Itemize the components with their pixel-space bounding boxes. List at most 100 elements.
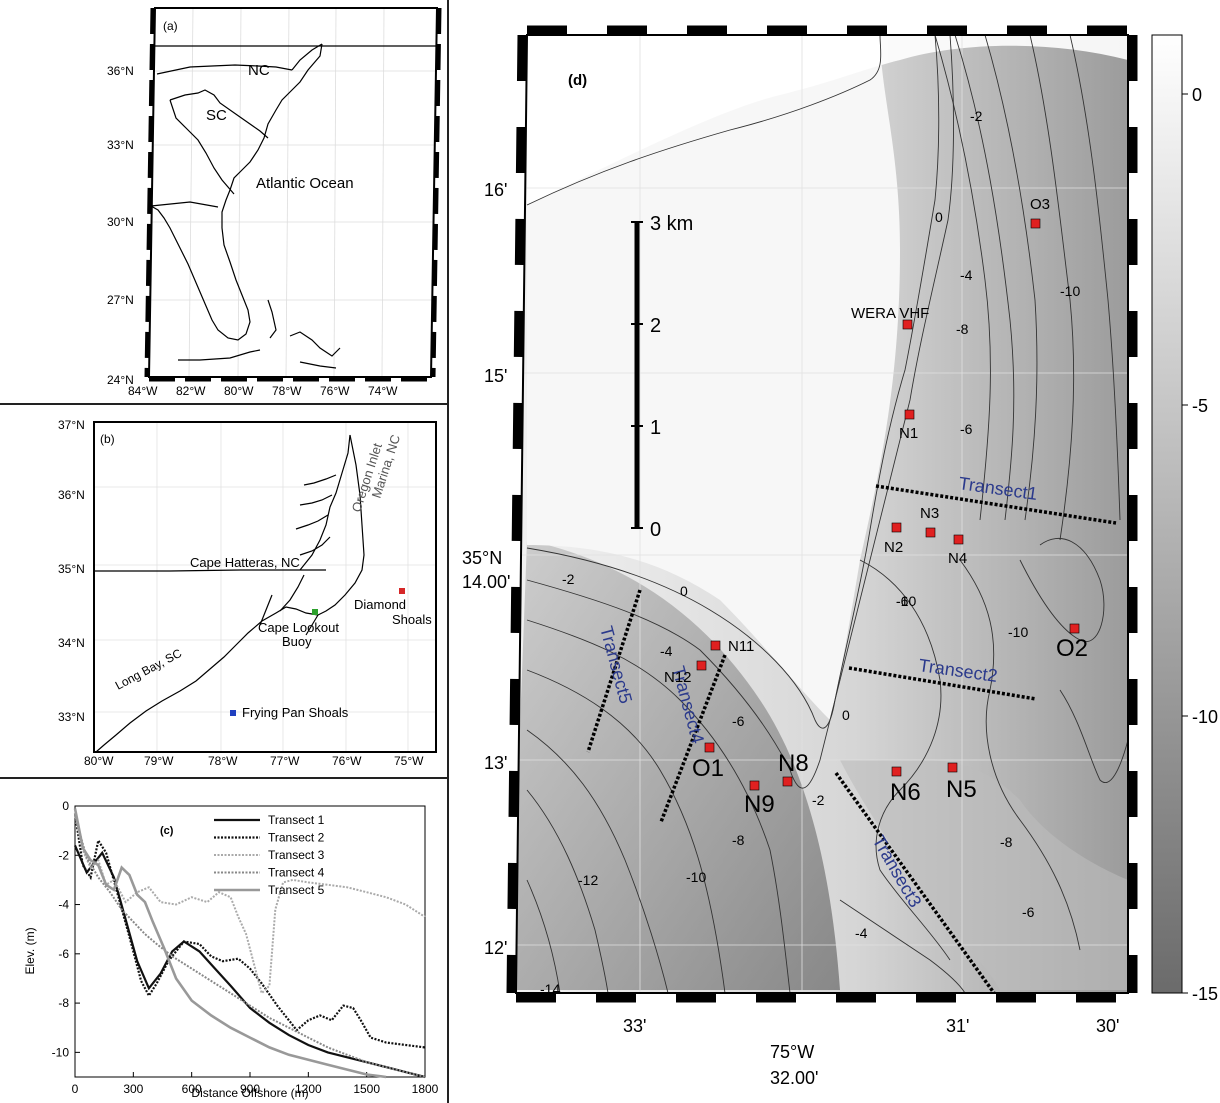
panel-d-frame-ticks: [506, 25, 1138, 1003]
lon-label-30: 30': [1096, 1016, 1119, 1036]
contour-label-3: -4: [960, 267, 973, 283]
contour-label-2: 0: [935, 209, 943, 225]
place-label-long-bay: Long Bay, SC: [113, 646, 184, 693]
lat-label-36b: 36°N: [58, 488, 85, 502]
contour-label-17: -10: [686, 869, 706, 885]
diamond-shoals-marker: [399, 588, 405, 594]
panel-a-map: (a) 36°N 33°N 30°N 27°N 24°N 84°W 82°W 8…: [107, 7, 442, 398]
station-wera-marker: [902, 319, 913, 330]
x-tick-label: 300: [123, 1082, 143, 1096]
station-n6-marker: [891, 766, 902, 777]
lat-label-33b: 33°N: [58, 710, 85, 724]
station-o2-marker: [1069, 623, 1080, 634]
panel-b-coastline: [94, 434, 365, 752]
lat-label-12: 12': [484, 938, 507, 958]
lon-label-74: 74°W: [368, 384, 398, 398]
chart-x-axis-label: Distance Offshore (m): [191, 1086, 308, 1100]
lon-label-75b: 75°W: [394, 754, 424, 768]
place-label-cape-lookout: Cape Lookout: [258, 620, 339, 635]
lat-label-24: 24°N: [107, 373, 134, 387]
colorbar-label-10: -10: [1192, 707, 1218, 727]
contour-label-18: -12: [578, 872, 598, 888]
y-tick-label: 0: [62, 799, 69, 813]
contour-label-6: -6: [960, 421, 973, 437]
panel-c-label: (c): [160, 825, 174, 837]
lat-label-27: 27°N: [107, 293, 134, 307]
panel-b-label: (b): [100, 432, 115, 446]
station-n9-label: N9: [744, 791, 775, 818]
series-line-transect-2: [73, 813, 426, 1049]
y-tick-label: -8: [58, 996, 69, 1010]
scale-bar: 3 km 2 1 0: [631, 213, 693, 541]
panel-b-graticule: [94, 422, 436, 752]
divider-ab: [0, 403, 447, 405]
contour-label-16: -8: [732, 832, 745, 848]
place-label-atlantic: Atlantic Ocean: [256, 175, 354, 192]
panel-a-frame-fill: [149, 8, 437, 377]
x-tick-label: 600: [182, 1082, 202, 1096]
contour-label-20: -6: [1022, 904, 1035, 920]
station-n8-label: N8: [778, 750, 809, 777]
contour-label-4: -8: [956, 321, 969, 337]
station-n12-marker: [696, 660, 707, 671]
lat-label-30: 30°N: [107, 215, 134, 229]
x-tick-label: 1200: [295, 1082, 322, 1096]
lat-label-34b: 34°N: [58, 636, 85, 650]
station-o3-marker: [1030, 218, 1041, 229]
contour-label-7: -10: [1008, 624, 1028, 640]
contour-label-1: -2: [970, 108, 983, 124]
lat-label-35b: 35°N: [58, 562, 85, 576]
transect-lines: [586, 484, 1117, 995]
lat-label-33: 33°N: [107, 138, 134, 152]
colorbar-label-5: -5: [1192, 396, 1208, 416]
chart-y-axis-label: Elev. (m): [23, 927, 37, 974]
lon-label-76: 76°W: [320, 384, 350, 398]
station-o2-label: O2: [1056, 635, 1088, 662]
transect3-line: [834, 771, 996, 995]
station-n4-label: N4: [948, 550, 967, 567]
contour-label-19: -8: [1000, 834, 1013, 850]
place-label-sc: SC: [206, 107, 227, 124]
x-tick-label: 1800: [412, 1082, 439, 1096]
contour-label-5: -10: [1060, 283, 1080, 299]
station-o1-marker: [704, 742, 715, 753]
lon-label-76b: 76°W: [332, 754, 362, 768]
y-tick-label: -6: [58, 947, 69, 961]
panel-a-frame-left: [144, 7, 156, 378]
colorbar-label-0: 0: [1192, 85, 1202, 105]
place-label-nc: NC: [248, 62, 270, 79]
station-n9-marker: [749, 780, 760, 791]
place-label-cape-hatteras: Cape Hatteras, NC: [190, 555, 300, 570]
vertical-divider: [447, 0, 449, 1103]
contour-label-13: -6: [896, 593, 909, 609]
station-n3-marker: [925, 527, 936, 538]
scale-label-1: 1: [650, 417, 661, 439]
place-label-shoals: Shoals: [392, 612, 432, 627]
series-line-transect-3: [74, 813, 426, 996]
lat-label-15: 15': [484, 366, 507, 386]
legend-label-transect-5: Transect 5: [268, 883, 325, 897]
panel-b-map: (b) 37°N 36°N 35°N 34°N 33°N 80°W 79°W 7…: [58, 418, 437, 768]
legend-label-transect-2: Transect 2: [268, 831, 325, 845]
panel-d-map: 3 km 2 1 0 -2 0 -4 -8 -10 -6 -10 -2 0 -4…: [462, 25, 1218, 1088]
station-n5-marker: [947, 762, 958, 773]
contour-label-9: 0: [680, 583, 688, 599]
lon-label-33: 33': [623, 1016, 646, 1036]
panel-a-coastline: [150, 43, 437, 369]
station-n6-label: N6: [890, 779, 921, 806]
station-n3-label: N3: [920, 505, 939, 522]
contour-label-10: -4: [660, 643, 673, 659]
transect2-line: [848, 666, 1037, 701]
scale-label-3km: 3 km: [650, 213, 693, 235]
legend-label-transect-3: Transect 3: [268, 848, 325, 862]
station-n12-label: N12: [664, 669, 692, 686]
series-line-transect-1: [73, 844, 426, 1079]
station-n11-label: N11: [728, 638, 754, 655]
contour-label-21: -4: [855, 925, 868, 941]
lon-label-80: 80°W: [224, 384, 254, 398]
bathymetry-shading: [516, 35, 1128, 993]
series-line-transect-5: [73, 808, 387, 1079]
lat-label-13: 13': [484, 753, 507, 773]
lon-label-82: 82°W: [176, 384, 206, 398]
station-n11-marker: [710, 640, 721, 651]
